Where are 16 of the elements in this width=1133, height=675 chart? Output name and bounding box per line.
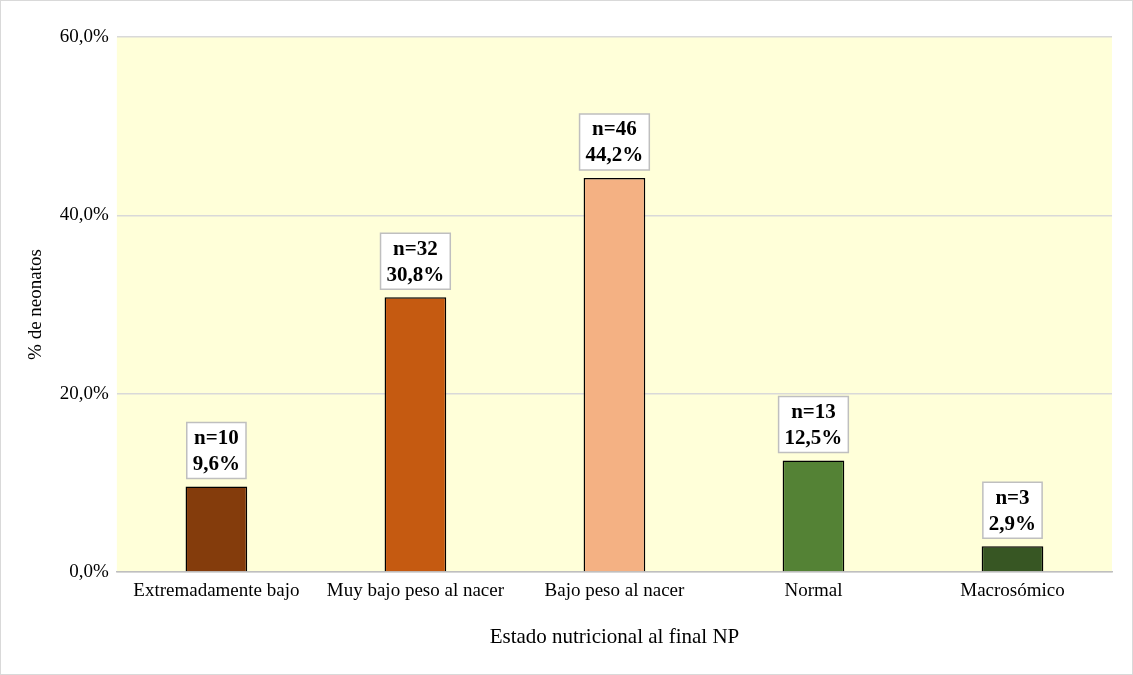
x-tick-label: Extremadamente bajo	[133, 579, 300, 601]
x-tick-label: Normal	[784, 579, 843, 601]
y-tick-label: 0,0%	[69, 559, 110, 581]
data-label: n=3 2,9%	[988, 484, 1037, 535]
data-label: n=10 9,6%	[192, 424, 241, 475]
x-axis-title: Estado nutricional al final NP	[489, 623, 740, 648]
y-tick-label: 60,0%	[59, 24, 110, 46]
data-label: n=46 44,2%	[585, 116, 644, 167]
x-tick-label: Bajo peso al nacer	[544, 579, 686, 601]
y-tick-label: 20,0%	[59, 381, 110, 403]
x-tick-label: Muy bajo peso al nacer	[326, 579, 505, 601]
x-tick-label: Macrosómico	[960, 579, 1065, 601]
data-label: n=13 12,5%	[784, 398, 843, 449]
y-tick-label: 40,0%	[59, 203, 110, 225]
y-axis-title: % de neonatos	[24, 249, 46, 360]
data-label: n=32 30,8%	[386, 235, 445, 286]
